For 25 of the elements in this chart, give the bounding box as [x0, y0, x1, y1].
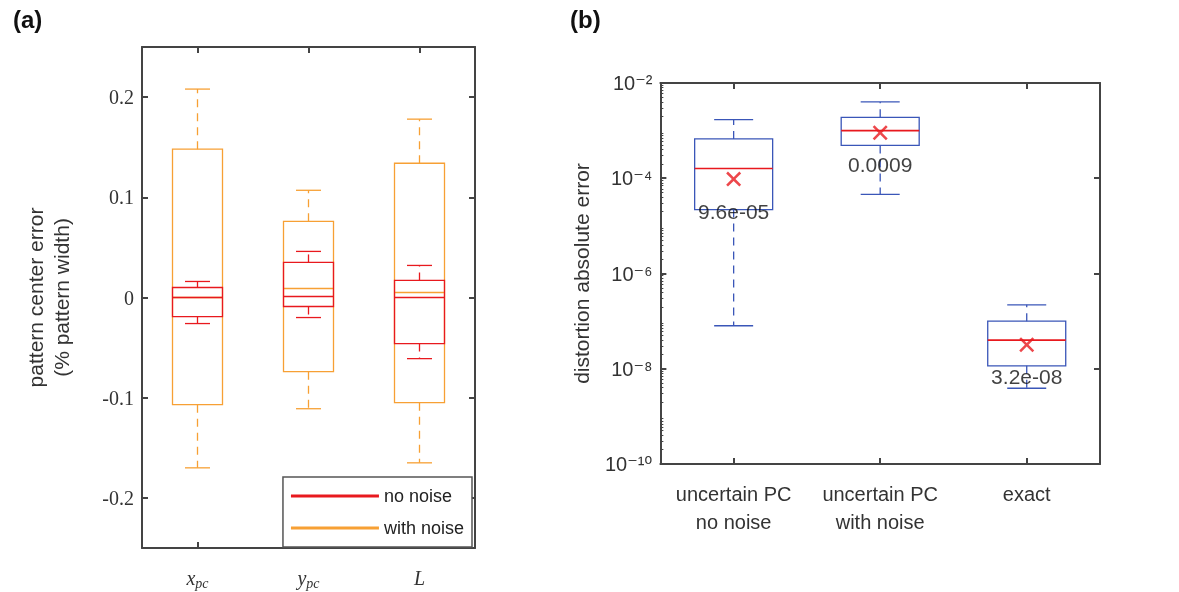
- legend-label: with noise: [382, 518, 464, 538]
- y-tick-label: 0.1: [109, 186, 134, 209]
- x-tick-label: uncertain PC with noise: [822, 483, 938, 533]
- y-axis-title: distortion absolute error: [569, 163, 593, 384]
- y-axis-title: pattern center error (% pattern width): [23, 207, 73, 388]
- data-label: 3.2e-08: [991, 365, 1063, 389]
- y-tick-label: 0.2: [109, 86, 134, 109]
- y-tick-label: 10⁻⁶: [611, 262, 653, 285]
- data-label: 0.0009: [848, 153, 913, 177]
- chart-title: (b): [570, 5, 601, 33]
- chart-title: (a): [13, 5, 43, 33]
- y-tick-label: -0.1: [102, 386, 134, 409]
- y-tick-label: 10⁻⁸: [611, 357, 653, 380]
- x-tick-label: exact: [1002, 483, 1052, 505]
- y-tick-label: 10⁻⁴: [610, 167, 653, 190]
- x-tick-label: L: [412, 567, 426, 589]
- point: [726, 171, 742, 187]
- point: [1019, 337, 1035, 353]
- x-tick-label: uncertain PC no noise: [675, 483, 792, 533]
- point: [872, 125, 888, 141]
- y-tick-label: 10⁻²: [612, 72, 653, 94]
- y-tick-label: -0.2: [102, 486, 134, 509]
- legend-label: no noise: [383, 486, 453, 506]
- y-tick-label: 10⁻¹⁰: [604, 453, 653, 475]
- y-tick-label: 0: [124, 286, 134, 309]
